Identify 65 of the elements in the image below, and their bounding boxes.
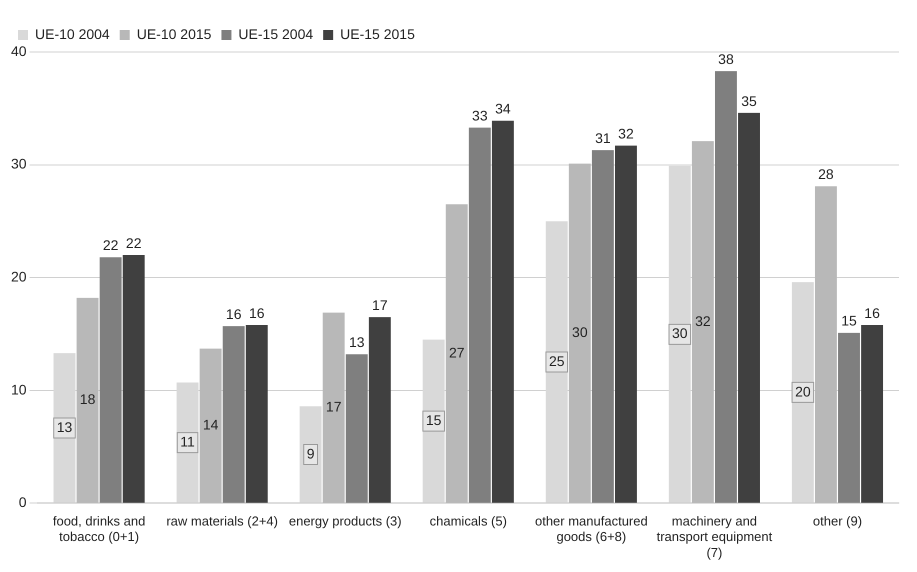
- legend-label: UE-15 2015: [340, 26, 416, 42]
- bar: [200, 348, 222, 503]
- bar: [838, 332, 860, 503]
- data-label: 16: [248, 304, 265, 321]
- data-label: 14: [202, 416, 219, 433]
- data-label: 16: [226, 306, 242, 322]
- data-label: 25: [548, 352, 565, 369]
- data-label: 18: [80, 391, 96, 408]
- legend-label: UE-10 2004: [35, 26, 110, 42]
- x-tick-label: machinery and transport equipment (7): [656, 514, 773, 560]
- data-label: 34: [495, 100, 511, 117]
- data-label: 13: [348, 334, 365, 350]
- bar: [568, 164, 591, 503]
- x-tick-label: chamicals (5): [430, 514, 507, 529]
- bar: [322, 312, 345, 503]
- data-label: 11: [180, 433, 196, 450]
- bar: [861, 324, 884, 503]
- bar: [368, 317, 391, 503]
- data-label: 28: [818, 166, 834, 182]
- y-tick-label: 40: [10, 42, 27, 59]
- data-label: 15: [841, 312, 858, 329]
- x-tick-label: other manufactured goods (6+8): [534, 514, 648, 544]
- bar: [814, 186, 837, 503]
- data-label: 27: [448, 344, 465, 360]
- data-label: 31: [595, 130, 611, 146]
- x-tick-label: energy products (3): [288, 514, 402, 529]
- bar: [714, 71, 737, 503]
- y-tick-label: 10: [10, 381, 27, 398]
- x-tick-label: food, drinks and tobacco (0+1): [52, 514, 146, 544]
- bar: [76, 298, 99, 503]
- y-tick-label: 30: [10, 156, 27, 172]
- bar: [346, 354, 368, 503]
- data-label: 32: [618, 125, 634, 142]
- data-label: 32: [695, 312, 711, 329]
- data-label: 9: [306, 445, 315, 462]
- data-label: 22: [102, 237, 119, 254]
- data-label: 33: [472, 107, 488, 124]
- data-label: 20: [795, 383, 811, 400]
- bar: [222, 326, 245, 503]
- data-label: 16: [864, 304, 880, 321]
- bar: [246, 324, 268, 503]
- bar: [592, 150, 614, 503]
- bar: [615, 146, 637, 503]
- data-label: 17: [326, 398, 342, 414]
- bar: [468, 128, 491, 503]
- data-label: 30: [572, 324, 588, 340]
- bar: [446, 204, 468, 503]
- data-label: 35: [741, 92, 758, 109]
- data-label: 15: [426, 412, 442, 428]
- bar: [692, 141, 714, 503]
- bar: [122, 255, 145, 503]
- bar: [100, 257, 122, 503]
- bar: [738, 112, 760, 503]
- data-label: 22: [126, 234, 142, 251]
- x-tick-label: other (9): [812, 514, 862, 529]
- legend-label: UE-15 2004: [238, 26, 314, 42]
- x-tick-label: raw materials (2+4): [166, 514, 278, 529]
- data-label: 38: [718, 51, 734, 68]
- data-label: 13: [56, 418, 72, 435]
- bar: [492, 120, 514, 503]
- legend-label: UE-10 2015: [136, 26, 212, 42]
- data-label: 17: [372, 296, 388, 313]
- data-label: 30: [672, 325, 688, 342]
- y-tick-label: 0: [18, 494, 27, 510]
- y-tick-label: 20: [10, 268, 27, 284]
